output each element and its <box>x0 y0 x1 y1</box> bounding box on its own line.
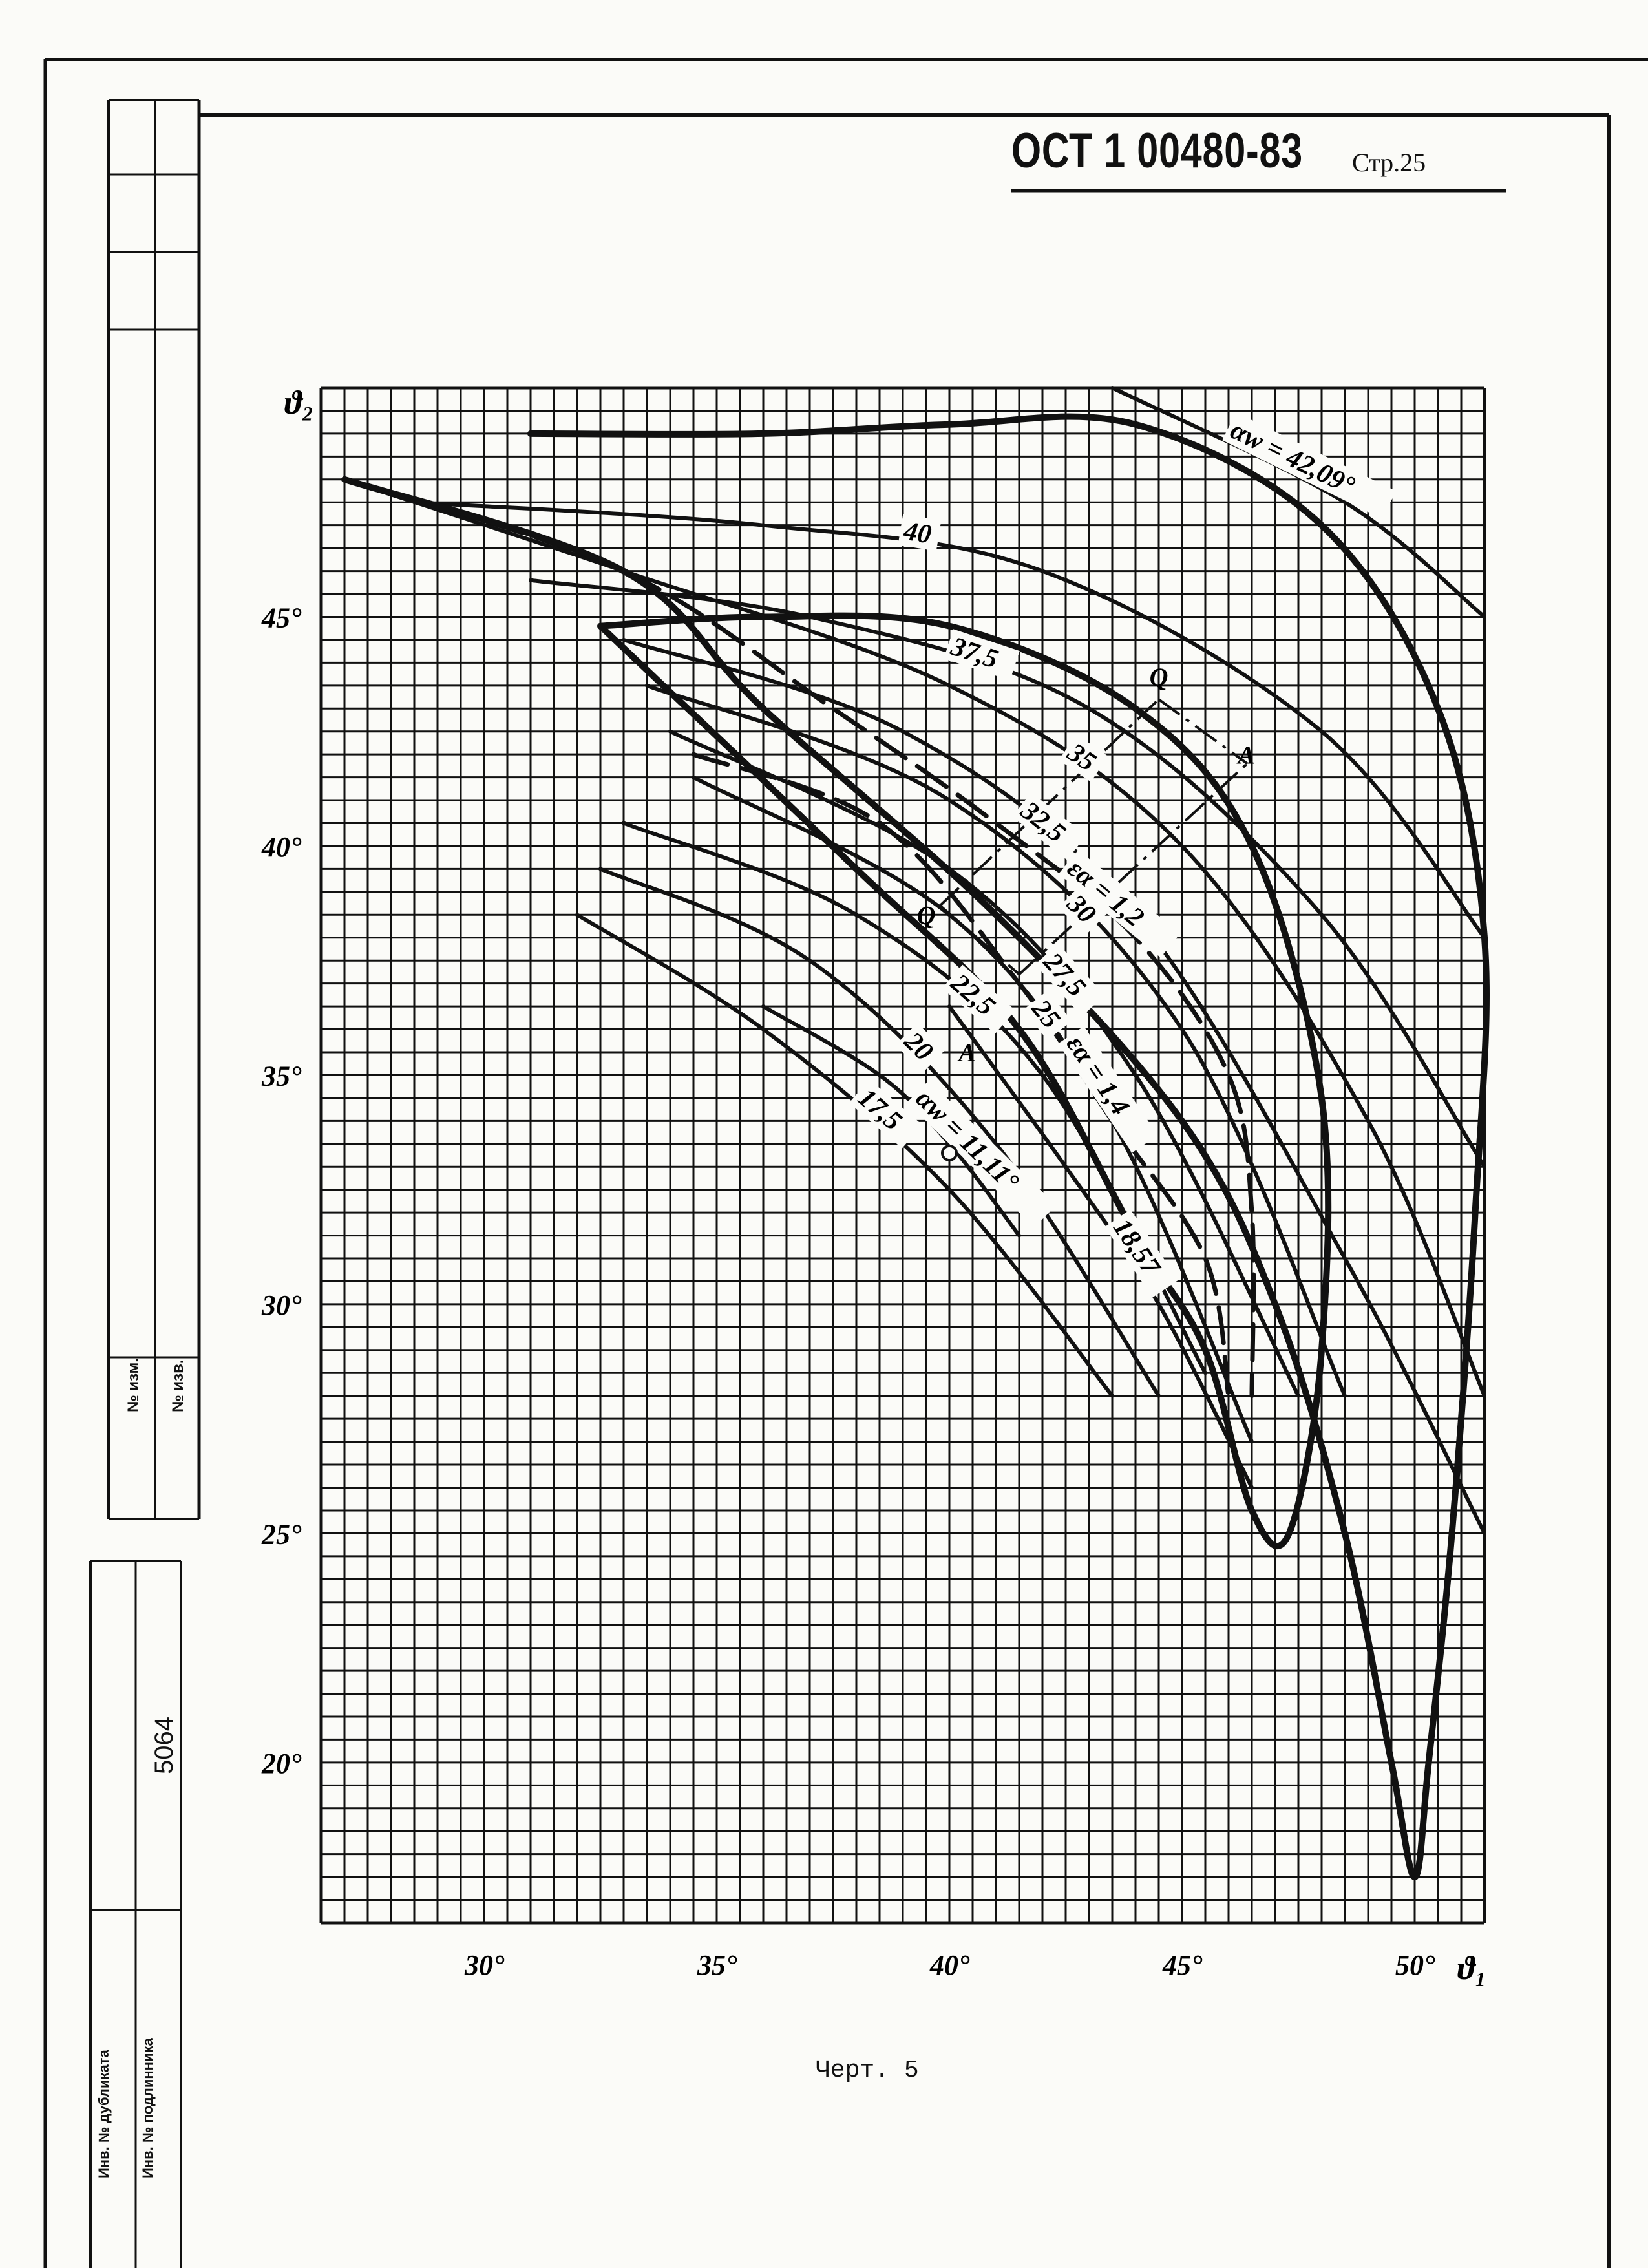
y-tick-label: 35° <box>261 1060 302 1092</box>
series-label-bg <box>849 1079 923 1149</box>
y-tick-label: 45° <box>261 602 302 633</box>
x-tick-label: 45° <box>1162 1949 1203 1981</box>
y-tick-label: 40° <box>261 831 302 863</box>
series-label: 18,57 <box>1104 1209 1179 1298</box>
series-label-bg <box>907 1080 1057 1228</box>
page-number: Стр.25 <box>1352 148 1426 177</box>
x-tick-label: 50° <box>1395 1949 1435 1981</box>
point-annotation: A <box>956 1038 976 1067</box>
series-label: 17,5 <box>849 1079 923 1149</box>
series-label: 40 <box>898 514 942 551</box>
series-label-bg <box>1222 412 1397 519</box>
x-tick-label: 30° <box>464 1949 505 1981</box>
series-curve <box>341 413 1490 1881</box>
x-tick-label: 40° <box>929 1949 970 1981</box>
series-label-bg <box>1059 849 1181 958</box>
series-curve <box>342 477 1256 1399</box>
y-tick-label: 30° <box>261 1289 302 1321</box>
series-label-bg <box>1012 792 1086 860</box>
series-label-bg <box>1104 1209 1179 1298</box>
series-label-bg <box>1023 990 1072 1041</box>
construction-line <box>939 698 1160 907</box>
series-label: 37,5 <box>944 629 1020 681</box>
series-label-bg <box>1035 944 1105 1017</box>
series-label: αw = 11,11° <box>907 1080 1057 1228</box>
point-annotation: Q <box>1150 662 1168 692</box>
chart-tick-labels: 30° 35° 40° 45° 50° 20° 25° 30° 35° 40° 45° <box>261 602 1435 1981</box>
x-tick-label: 35° <box>697 1949 737 1981</box>
series-label-bg <box>944 629 1020 681</box>
construction-line <box>1018 762 1249 975</box>
series-label-bg <box>1058 1026 1158 1153</box>
y-tick-label: 25° <box>261 1518 302 1550</box>
construction-line <box>939 904 1020 975</box>
series-label-text: 40 <box>901 516 933 549</box>
y-axis-label: ϑ₂ <box>284 385 314 421</box>
series-label-bg <box>942 964 1016 1034</box>
chart-construction-lines <box>939 698 1249 975</box>
series-label-bg <box>1059 734 1109 782</box>
series-label: 22,5 <box>942 964 1016 1034</box>
construction-line <box>1157 698 1248 765</box>
chart-annotations: Q A Q A <box>917 662 1255 1161</box>
point-annotation: A <box>1236 740 1255 769</box>
series-curve <box>1110 386 1486 619</box>
document-number: ОСТ 1 00480-83 <box>1011 123 1304 178</box>
x-axis-label: ϑ₁ <box>1457 1950 1487 1987</box>
marked-point <box>941 1144 958 1161</box>
point-annotation: Q <box>917 900 936 929</box>
figure-caption: Черт. 5 <box>816 2057 919 2084</box>
series-label-text: αw = 42,09° <box>1226 415 1360 501</box>
series-label-bg <box>1058 885 1108 935</box>
series-label-bg <box>898 514 942 551</box>
series-label-bg <box>895 1023 945 1072</box>
series-label-text: αw = 11,11° <box>910 1084 1024 1197</box>
y-tick-label: 20° <box>261 1748 302 1779</box>
series-curve <box>412 500 1486 940</box>
